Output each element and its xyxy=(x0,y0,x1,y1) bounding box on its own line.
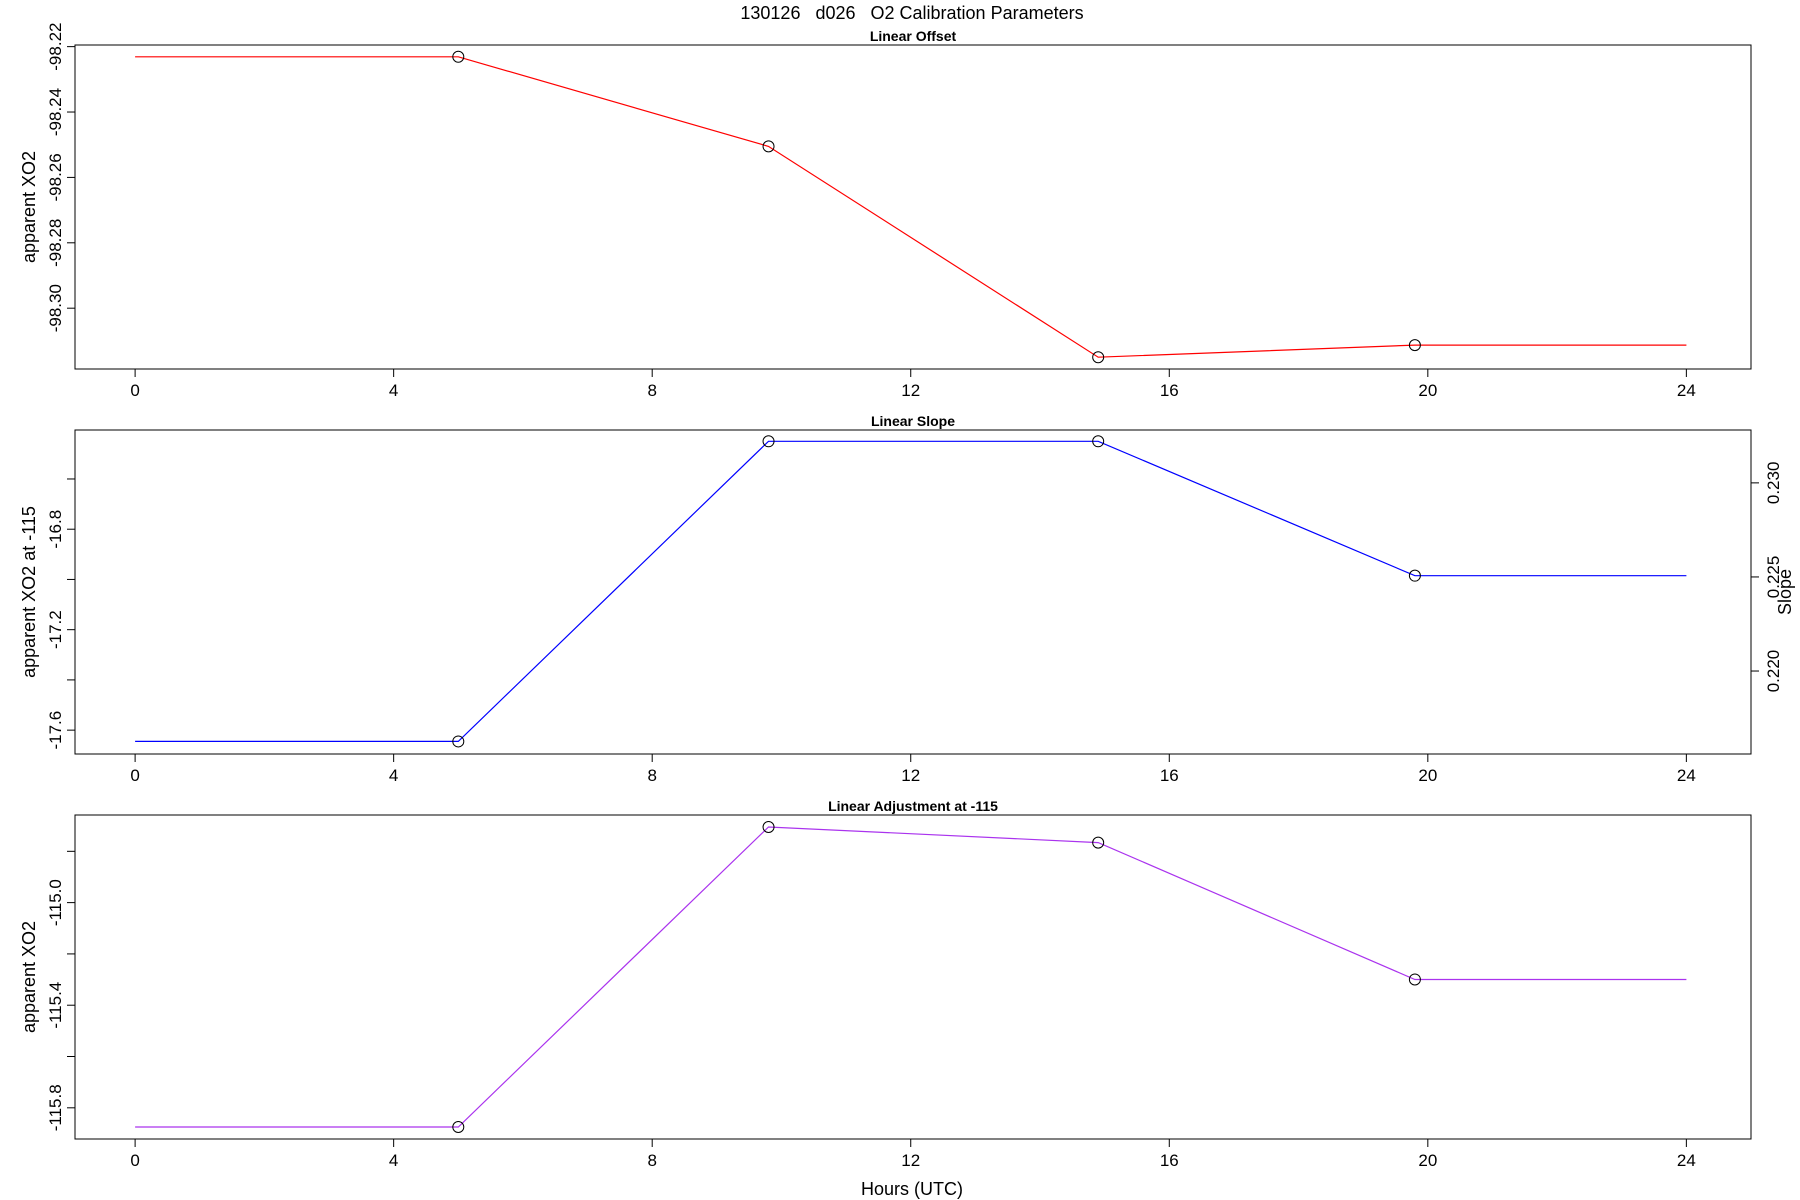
y2-tick-label: 0.230 xyxy=(1764,462,1783,505)
data-point xyxy=(1408,339,1421,352)
data-point xyxy=(762,435,775,448)
y-tick-label: -115.8 xyxy=(46,1084,65,1131)
y2-tick-label: 0.225 xyxy=(1764,556,1783,599)
data-point xyxy=(452,735,465,748)
x-tick-label: 24 xyxy=(1677,766,1696,785)
panel-3: Linear Adjustment at -115 0 4 8 12 16 20 24 -115… xyxy=(19,798,1752,1170)
x-tick-label: 24 xyxy=(1677,1151,1696,1170)
data-point xyxy=(452,1121,465,1134)
x-tick-label: 20 xyxy=(1418,381,1437,400)
panel-2: Linear Slope 0 4 8 12 16 20 24 -17.6 -17.2 -16.8 ap… xyxy=(19,413,1795,785)
y-tick-label: -115.0 xyxy=(46,879,65,926)
y-tick-label: -98.28 xyxy=(46,219,65,267)
data-point xyxy=(762,820,775,833)
y-tick-label: -115.4 xyxy=(46,982,65,1029)
x-tick-label: 8 xyxy=(647,381,656,400)
y2-tick-label: 0.220 xyxy=(1764,650,1783,693)
y-tick-label: -17.2 xyxy=(46,610,65,649)
panel-title: Linear Slope xyxy=(871,413,955,429)
x-tick-label: 12 xyxy=(901,766,920,785)
panel-title: Linear Adjustment at -115 xyxy=(828,798,998,814)
x-tick-label: 0 xyxy=(130,381,139,400)
x-tick-label: 24 xyxy=(1677,381,1696,400)
x-tick-label: 20 xyxy=(1418,766,1437,785)
data-point xyxy=(762,140,775,153)
data-point xyxy=(1092,351,1105,364)
data-point xyxy=(1092,435,1105,448)
x-tick-label: 4 xyxy=(389,1151,398,1170)
panels-container: Linear Offset 0 4 8 12 16 20 24 -98.30 -98.28 -98.… xyxy=(19,23,1795,1170)
panel-title: Linear Offset xyxy=(870,28,957,44)
data-point xyxy=(1092,836,1105,849)
y2-axis-label: Slope xyxy=(1775,569,1795,615)
y-tick-label: -98.24 xyxy=(46,88,65,136)
data-point xyxy=(1408,973,1421,986)
y-tick-label: -98.22 xyxy=(46,23,65,71)
x-axis-label: Hours (UTC) xyxy=(861,1179,963,1199)
y-tick-label: -98.26 xyxy=(46,153,65,201)
series-line xyxy=(135,56,1687,358)
data-point xyxy=(452,50,465,63)
plot-frame xyxy=(74,814,1752,1140)
x-tick-label: 16 xyxy=(1160,1151,1179,1170)
x-tick-label: 0 xyxy=(130,766,139,785)
x-tick-label: 4 xyxy=(389,381,398,400)
y-tick-label: -98.30 xyxy=(46,284,65,332)
x-tick-label: 16 xyxy=(1160,381,1179,400)
x-tick-label: 20 xyxy=(1418,1151,1437,1170)
series-line xyxy=(135,440,1687,743)
x-tick-label: 12 xyxy=(901,381,920,400)
y-axis-label: apparent XO2 xyxy=(19,921,39,1033)
plot-frame xyxy=(74,429,1752,755)
series-line xyxy=(135,826,1687,1128)
x-tick-label: 16 xyxy=(1160,766,1179,785)
x-tick-label: 0 xyxy=(130,1151,139,1170)
x-tick-label: 4 xyxy=(389,766,398,785)
panel-1: Linear Offset 0 4 8 12 16 20 24 -98.30 -98.28 -98.… xyxy=(19,23,1752,400)
data-point xyxy=(1408,569,1421,582)
y-axis-label: apparent XO2 xyxy=(19,151,39,263)
plot-frame xyxy=(74,44,1752,370)
x-tick-label: 8 xyxy=(647,1151,656,1170)
y-tick-label: -17.6 xyxy=(46,711,65,750)
x-tick-label: 12 xyxy=(901,1151,920,1170)
x-tick-label: 8 xyxy=(647,766,656,785)
y-axis-label: apparent XO2 at -115 xyxy=(19,506,39,678)
y-tick-label: -16.8 xyxy=(46,510,65,549)
figure-title: 130126 d026 O2 Calibration Parameters xyxy=(740,3,1083,23)
